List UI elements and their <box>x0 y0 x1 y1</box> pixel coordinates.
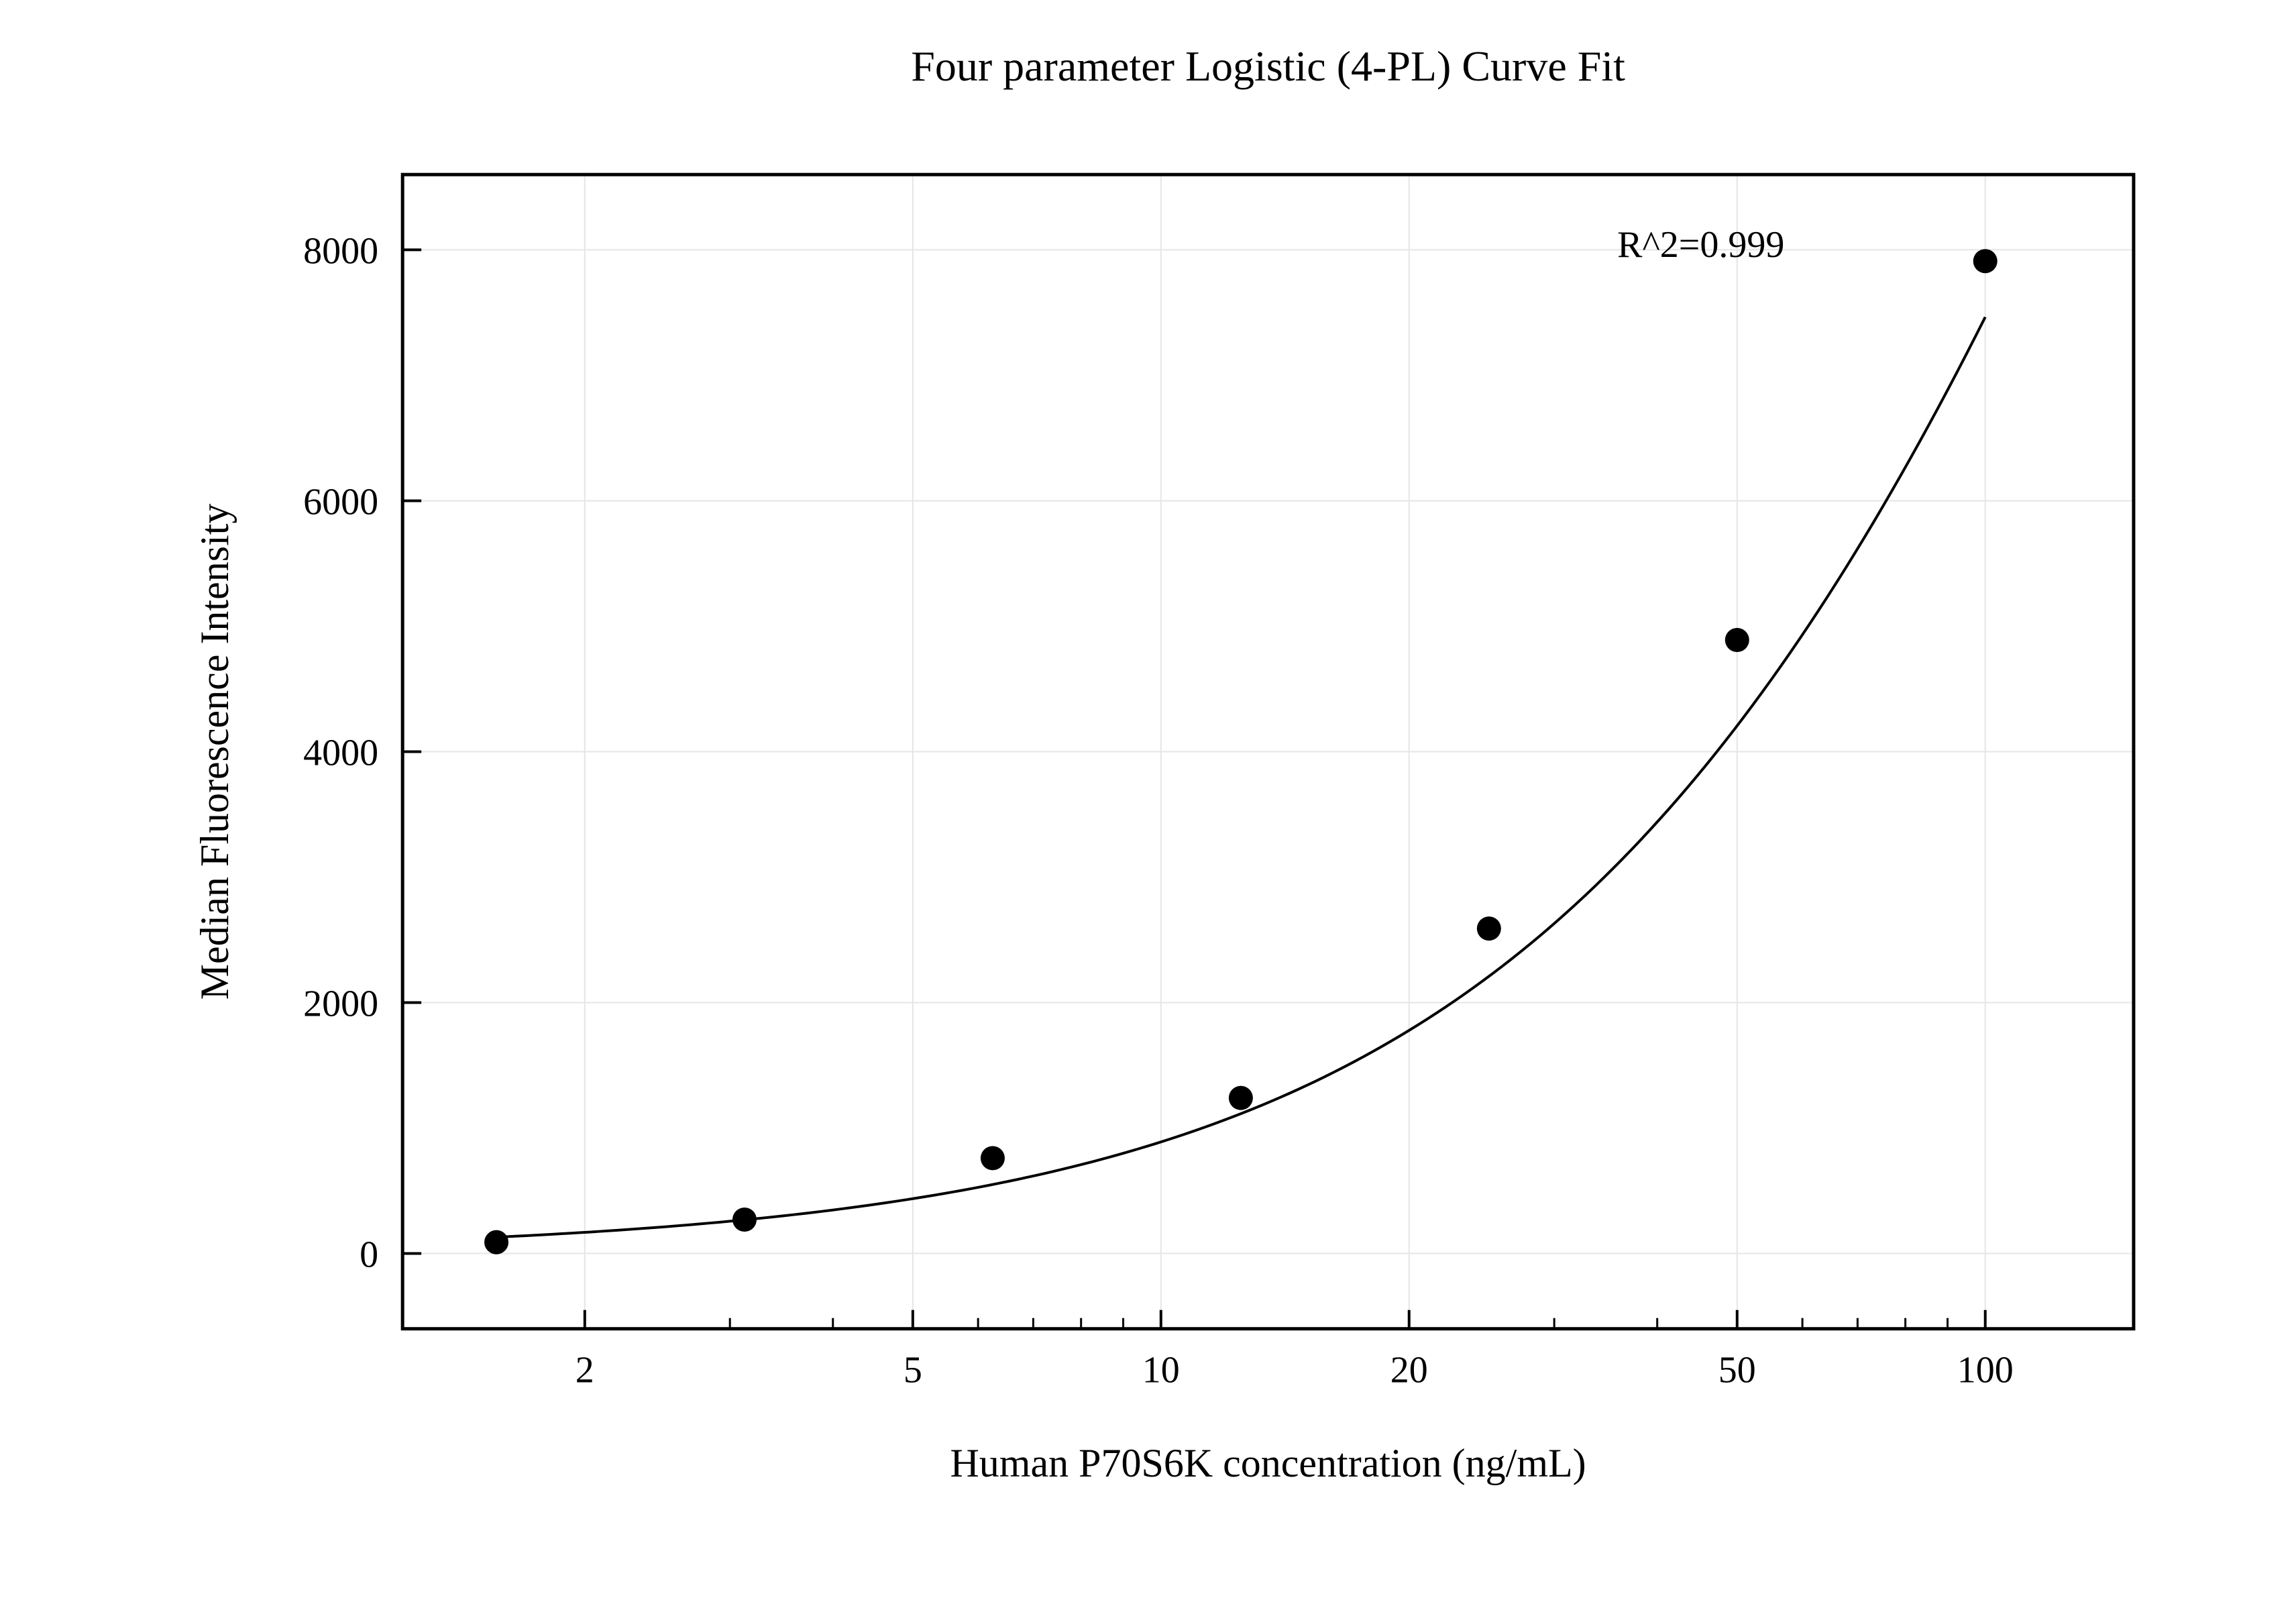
data-point <box>1229 1086 1253 1110</box>
data-point <box>981 1146 1005 1170</box>
x-tick-label: 100 <box>1957 1350 2014 1391</box>
y-tick-label: 0 <box>360 1234 378 1276</box>
chart-container: 2 5 10 20 50 100 0 2000 4000 6000 8000 R^2=0.999 Fou… <box>0 0 2296 1604</box>
data-point <box>1725 628 1749 652</box>
y-axis-label: Median Fluorescence Intensity <box>193 504 237 1000</box>
x-tick-label: 2 <box>576 1350 594 1391</box>
y-tick-label: 4000 <box>303 732 378 773</box>
data-point <box>1477 916 1501 941</box>
x-tick-label: 20 <box>1390 1350 1428 1391</box>
data-point <box>732 1208 757 1232</box>
x-tick-label: 50 <box>1718 1350 1756 1391</box>
r-squared-annotation: R^2=0.999 <box>1617 224 1784 266</box>
chart-title: Four parameter Logistic (4-PL) Curve Fit <box>911 42 1625 90</box>
y-tick-label: 8000 <box>303 230 378 272</box>
x-tick-label: 10 <box>1142 1350 1180 1391</box>
data-point <box>1973 249 1998 273</box>
chart-svg: 2 5 10 20 50 100 0 2000 4000 6000 8000 R^2=0.999 Fou… <box>0 0 2296 1604</box>
y-tick-label: 2000 <box>303 983 378 1025</box>
data-point <box>484 1230 508 1254</box>
y-tick-label: 6000 <box>303 481 378 523</box>
x-tick-label: 5 <box>904 1350 922 1391</box>
x-axis-label: Human P70S6K concentration (ng/mL) <box>950 1441 1586 1485</box>
